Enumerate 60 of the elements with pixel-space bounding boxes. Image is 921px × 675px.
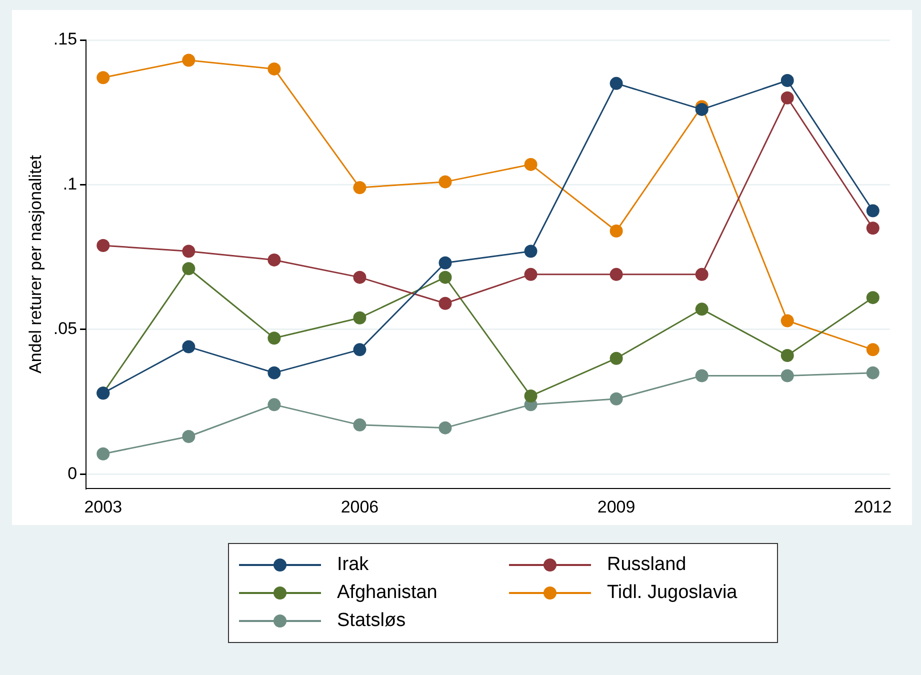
legend-label: Statsløs [337, 610, 406, 632]
point [610, 268, 623, 281]
point [438, 421, 452, 434]
point [866, 222, 880, 235]
point [524, 244, 538, 258]
y-tick-label: .1 [62, 174, 78, 194]
point [182, 430, 196, 444]
point [438, 270, 452, 284]
point [695, 268, 708, 281]
y-axis-title: Andel returer per nasjonalitet [26, 154, 45, 374]
point [524, 389, 538, 402]
y-tick-label: 0 [68, 464, 78, 483]
point [610, 76, 623, 90]
point [780, 369, 794, 382]
point [866, 291, 880, 304]
point [182, 244, 196, 258]
point [866, 343, 880, 356]
point [438, 256, 452, 270]
x-tick-label: 2012 [854, 497, 892, 516]
point [695, 102, 708, 116]
point [96, 238, 110, 252]
point [780, 314, 794, 328]
point [353, 343, 366, 356]
point [353, 418, 366, 432]
x-tick-label: 2006 [340, 497, 379, 516]
point [96, 71, 110, 84]
point [268, 398, 281, 412]
point [524, 268, 538, 281]
point [780, 74, 794, 88]
point [866, 204, 880, 218]
point [353, 181, 366, 194]
point [268, 253, 281, 266]
legend-label: Afghanistan [337, 582, 438, 604]
point [438, 296, 452, 310]
point [182, 54, 196, 67]
point [268, 332, 281, 345]
point [695, 302, 708, 316]
y-tick-label: .15 [53, 30, 78, 49]
point [610, 224, 623, 238]
point [268, 62, 281, 76]
point [182, 262, 196, 276]
point [353, 270, 366, 284]
point [524, 158, 538, 171]
point [182, 340, 196, 354]
point [610, 392, 623, 406]
point [780, 348, 794, 362]
point [438, 175, 452, 188]
x-tick-label: 2009 [597, 497, 636, 516]
legend-label: Irak [337, 554, 369, 576]
point [610, 352, 623, 365]
point [268, 366, 281, 380]
y-tick-label: .05 [53, 319, 78, 338]
point [866, 366, 880, 380]
point [695, 369, 708, 382]
x-tick-label: 2003 [84, 497, 122, 516]
point [780, 91, 794, 104]
point [96, 447, 110, 460]
point [353, 311, 366, 324]
legend-label: Tidl. Jugoslavia [607, 582, 738, 604]
legend-label: Russland [607, 554, 686, 576]
